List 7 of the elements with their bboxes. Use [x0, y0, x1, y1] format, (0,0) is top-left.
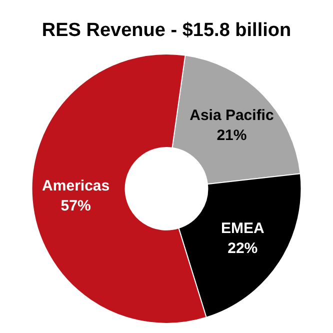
chart-title: RES Revenue - $15.8 billion: [42, 20, 292, 41]
slice-label: Asia Pacific: [190, 106, 274, 124]
data-label: 57%: [60, 197, 91, 214]
data-label: 21%: [216, 126, 247, 144]
data-label: 22%: [228, 240, 258, 257]
slice-label: EMEA: [220, 220, 264, 237]
slice-label: Americas: [42, 177, 110, 194]
